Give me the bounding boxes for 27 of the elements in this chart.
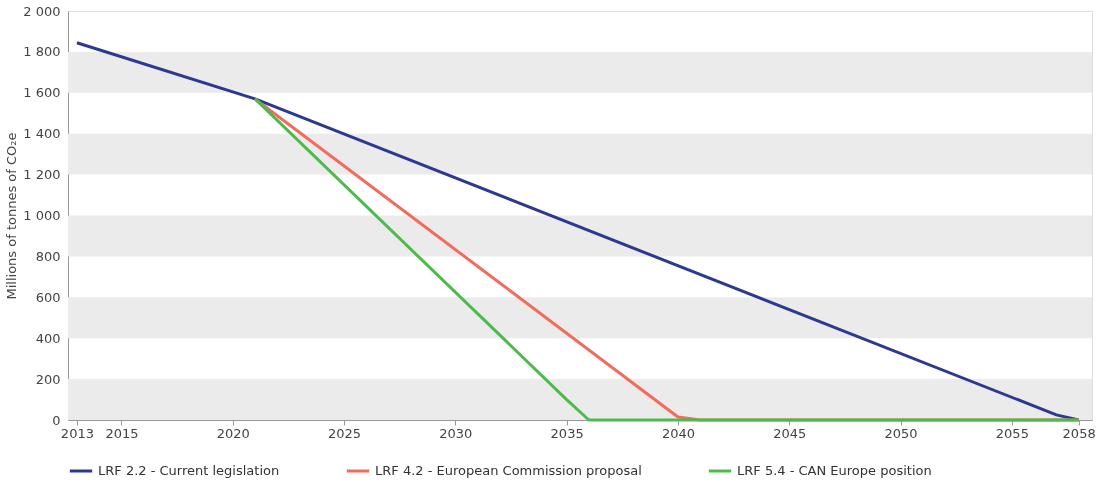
y-tick-label: 400 xyxy=(35,330,61,346)
y-tick-label: 800 xyxy=(35,248,61,264)
y-tick-label: 0 xyxy=(52,412,61,428)
line-series xyxy=(75,41,1081,422)
y-tick-label: 2 000 xyxy=(23,3,61,19)
legend-label: LRF 4.2 - European Commission proposal xyxy=(375,463,642,478)
x-tick-label: 2045 xyxy=(773,425,807,441)
x-tick-label: 2050 xyxy=(884,425,918,441)
x-tick-label: 2015 xyxy=(105,425,139,441)
x-tick-label: 2058 xyxy=(1062,425,1096,441)
x-tick-label: 2025 xyxy=(327,425,362,441)
x-tick-label: 2055 xyxy=(995,425,1029,441)
y-tick-label: 600 xyxy=(35,289,61,305)
x-tick-label: 2040 xyxy=(661,425,695,441)
y-axis-title: Millions of tonnes of CO₂e xyxy=(4,132,20,300)
x-tick-label: 2035 xyxy=(550,425,584,441)
x-tick-label: 2020 xyxy=(216,425,250,441)
y-tick-label: 1 200 xyxy=(23,167,61,183)
x-tick-label: 2030 xyxy=(439,425,473,441)
y-tick-label: 1 600 xyxy=(23,85,61,101)
x-tick-label: 2013 xyxy=(60,425,94,441)
legend-label: LRF 5.4 - CAN Europe position xyxy=(737,463,932,478)
y-tick-label: 1 800 xyxy=(23,44,61,60)
y-tick-label: 200 xyxy=(35,371,61,387)
y-tick-label: 1 400 xyxy=(23,126,61,142)
y-tick-label: 1 000 xyxy=(23,208,61,223)
legend-label: LRF 2.2 - Current legislation xyxy=(98,463,280,478)
